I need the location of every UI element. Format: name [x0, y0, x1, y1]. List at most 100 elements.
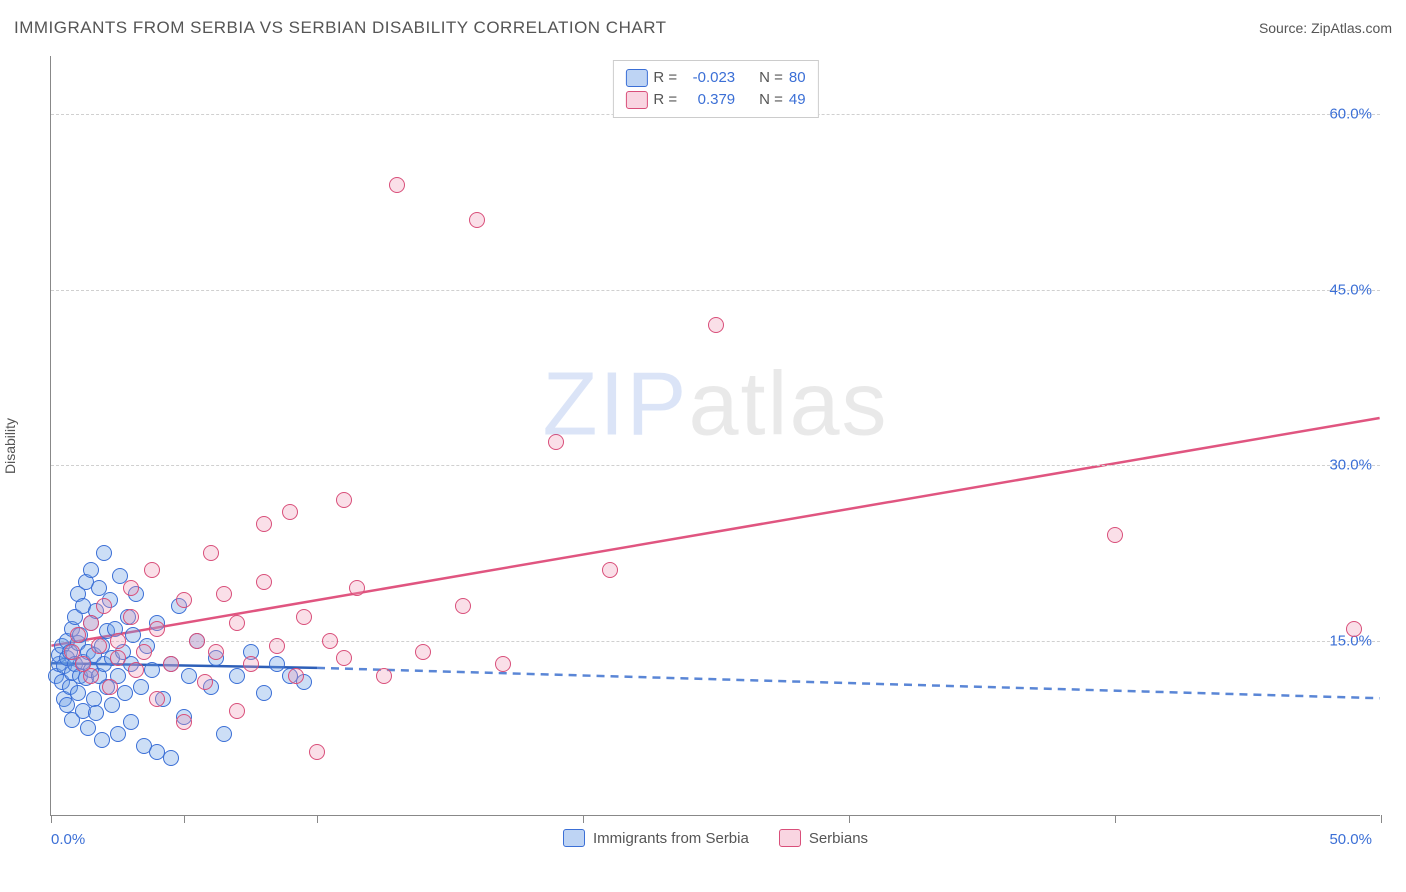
data-point	[216, 586, 232, 602]
data-point	[88, 705, 104, 721]
data-point	[229, 703, 245, 719]
data-point	[269, 638, 285, 654]
data-point	[455, 598, 471, 614]
data-point	[91, 638, 107, 654]
data-point	[96, 598, 112, 614]
x-tick	[1115, 815, 1116, 823]
y-tick-label: 45.0%	[1329, 281, 1372, 298]
y-tick-label: 60.0%	[1329, 106, 1372, 123]
data-point	[123, 714, 139, 730]
data-point	[176, 592, 192, 608]
data-point	[208, 644, 224, 660]
x-tick	[317, 815, 318, 823]
data-point	[80, 720, 96, 736]
data-point	[495, 656, 511, 672]
x-tick	[184, 815, 185, 823]
legend-item: Serbians	[779, 829, 868, 847]
data-point	[163, 656, 179, 672]
chart-title: IMMIGRANTS FROM SERBIA VS SERBIAN DISABI…	[14, 18, 667, 38]
data-point	[149, 691, 165, 707]
data-point	[96, 545, 112, 561]
plot-area: ZIPatlas R =-0.023N =80R =0.379N =49 0.0…	[50, 56, 1380, 816]
data-point	[336, 650, 352, 666]
data-point	[336, 492, 352, 508]
data-point	[197, 674, 213, 690]
data-point	[163, 750, 179, 766]
data-point	[256, 574, 272, 590]
data-point	[1346, 621, 1362, 637]
data-point	[70, 685, 86, 701]
legend-label: Immigrants from Serbia	[593, 830, 749, 847]
data-point	[322, 633, 338, 649]
legend-swatch	[779, 829, 801, 847]
data-point	[83, 615, 99, 631]
n-value: 80	[789, 67, 806, 89]
r-value: 0.379	[683, 89, 735, 111]
y-tick-label: 30.0%	[1329, 457, 1372, 474]
data-point	[149, 621, 165, 637]
data-point	[269, 656, 285, 672]
gridline	[51, 641, 1380, 642]
legend-label: Serbians	[809, 830, 868, 847]
legend-row: R =0.379N =49	[625, 89, 805, 111]
data-point	[229, 668, 245, 684]
n-value: 49	[789, 89, 806, 111]
data-point	[181, 668, 197, 684]
data-point	[288, 668, 304, 684]
data-point	[83, 668, 99, 684]
data-point	[1107, 527, 1123, 543]
data-point	[128, 662, 144, 678]
data-point	[469, 212, 485, 228]
data-point	[216, 726, 232, 742]
legend-swatch	[625, 91, 647, 109]
r-label: R =	[653, 89, 677, 111]
data-point	[415, 644, 431, 660]
data-point	[548, 434, 564, 450]
data-point	[70, 627, 86, 643]
data-point	[296, 609, 312, 625]
data-point	[176, 714, 192, 730]
data-point	[102, 679, 118, 695]
data-point	[110, 726, 126, 742]
x-tick	[1381, 815, 1382, 823]
data-point	[256, 516, 272, 532]
data-point	[117, 685, 133, 701]
r-value: -0.023	[683, 67, 735, 89]
data-point	[133, 679, 149, 695]
data-point	[189, 633, 205, 649]
trend-lines	[51, 56, 1380, 815]
correlation-legend: R =-0.023N =80R =0.379N =49	[612, 60, 818, 118]
x-tick	[51, 815, 52, 823]
x-tick	[849, 815, 850, 823]
data-point	[123, 609, 139, 625]
x-tick	[583, 815, 584, 823]
data-point	[256, 685, 272, 701]
data-point	[243, 656, 259, 672]
data-point	[389, 177, 405, 193]
data-point	[309, 744, 325, 760]
data-point	[708, 317, 724, 333]
series-legend: Immigrants from Serbia Serbians	[51, 829, 1380, 847]
data-point	[83, 562, 99, 578]
data-point	[144, 662, 160, 678]
n-label: N =	[759, 67, 783, 89]
data-point	[125, 627, 141, 643]
y-axis-label: Disability	[2, 418, 18, 474]
data-point	[104, 697, 120, 713]
data-point	[123, 580, 139, 596]
legend-swatch	[563, 829, 585, 847]
data-point	[349, 580, 365, 596]
source-attribution: Source: ZipAtlas.com	[1259, 20, 1392, 36]
data-point	[282, 504, 298, 520]
data-point	[376, 668, 392, 684]
data-point	[203, 545, 219, 561]
data-point	[94, 732, 110, 748]
gridline	[51, 290, 1380, 291]
data-point	[144, 562, 160, 578]
legend-swatch	[625, 69, 647, 87]
legend-row: R =-0.023N =80	[625, 67, 805, 89]
gridline	[51, 465, 1380, 466]
plot-wrapper: ZIPatlas R =-0.023N =80R =0.379N =49 0.0…	[50, 56, 1380, 816]
legend-item: Immigrants from Serbia	[563, 829, 749, 847]
data-point	[229, 615, 245, 631]
